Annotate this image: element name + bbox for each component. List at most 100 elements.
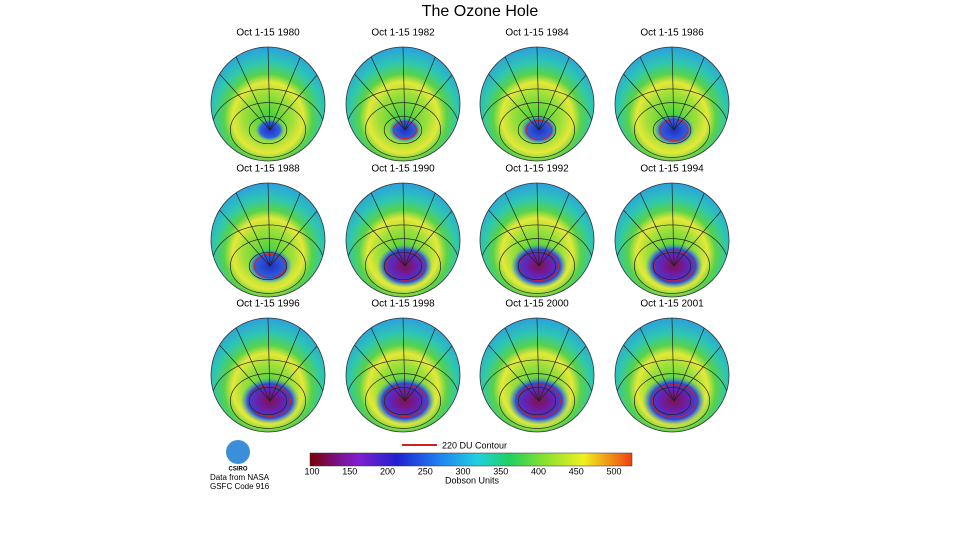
credit-line: GSFC Code 916 [210, 482, 270, 491]
meridian-line [635, 47, 675, 131]
latitude-line [248, 115, 288, 145]
latitude-line [383, 251, 423, 281]
meridian-line [536, 47, 540, 131]
latitude-line [365, 102, 441, 158]
globe-disc [480, 47, 594, 161]
meridian-line [269, 47, 305, 131]
globe [346, 318, 460, 432]
meridian-line [211, 47, 271, 131]
latitude-line [383, 386, 423, 416]
panel-label: Oct 1-15 1994 [640, 164, 704, 175]
latitude-line [230, 373, 306, 429]
logo-text: CSIRO [228, 467, 247, 473]
color-bar-tick: 200 [380, 466, 395, 476]
meridian-line [635, 318, 675, 402]
meridian-line [673, 47, 729, 131]
meridian-line [366, 47, 406, 131]
meridian-line [269, 183, 305, 267]
panel-label: Oct 1-15 1992 [505, 164, 569, 175]
contour [651, 384, 697, 418]
meridian-line [211, 318, 271, 402]
globe [480, 318, 594, 432]
meridian-line [404, 183, 460, 267]
contour [517, 384, 561, 418]
meridian-line [673, 183, 729, 267]
meridian-line [402, 318, 406, 402]
meridian-line [536, 318, 540, 402]
panel-label: Oct 1-15 1982 [371, 28, 435, 39]
globe-outline [345, 182, 461, 298]
color-bar-tick: 500 [606, 466, 621, 476]
meridian-line [671, 318, 675, 402]
meridian-line [366, 183, 406, 267]
latitude-line [652, 251, 692, 281]
color-bar-tick: 400 [531, 466, 546, 476]
meridian-line [615, 183, 675, 267]
meridian-line [480, 318, 540, 402]
meridian-line [500, 47, 540, 131]
meridian-line [538, 47, 574, 131]
meridian-line [671, 47, 675, 131]
globe-outline [345, 317, 461, 433]
meridian-line [231, 47, 271, 131]
latitude-line [517, 386, 557, 416]
latitude-line [652, 115, 692, 145]
color-bar-tick: 150 [342, 466, 357, 476]
meridian-line [402, 183, 406, 267]
meridian-line [366, 318, 406, 402]
meridian-line [267, 318, 271, 402]
globe-outline [345, 46, 461, 162]
globe-outline [210, 182, 326, 298]
meridian-line [231, 183, 271, 267]
panel-label: Oct 1-15 1986 [640, 28, 704, 39]
meridian-line [404, 183, 440, 267]
globe-outline [614, 182, 730, 298]
meridian-line [673, 183, 709, 267]
panel-label: Oct 1-15 1988 [236, 164, 300, 175]
globe-disc [346, 47, 460, 161]
meridian-line [538, 318, 594, 402]
color-bar-tick: 350 [493, 466, 508, 476]
meridian-line [346, 183, 406, 267]
meridian-line [538, 183, 594, 267]
globe [615, 183, 729, 297]
meridian-line [538, 318, 574, 402]
meridian-line [480, 47, 540, 131]
meridian-line [404, 47, 440, 131]
color-bar [309, 452, 633, 467]
latitude-line [499, 238, 575, 294]
globe-outline [479, 46, 595, 162]
globe-outline [210, 317, 326, 433]
meridian-line [673, 318, 709, 402]
globe [346, 47, 460, 161]
meridian-line [269, 318, 325, 402]
meridian-line [267, 47, 271, 131]
color-bar-tick: 300 [455, 466, 470, 476]
globe-outline [479, 182, 595, 298]
panel-label: Oct 1-15 1980 [236, 28, 300, 39]
globe-disc [211, 47, 325, 161]
globe [346, 183, 460, 297]
panel-label: Oct 1-15 1996 [236, 299, 300, 310]
meridian-line [635, 183, 675, 267]
globe [480, 47, 594, 161]
globe-outline [479, 317, 595, 433]
globe [615, 47, 729, 161]
globe [615, 318, 729, 432]
panel-label: Oct 1-15 1984 [505, 28, 569, 39]
unit-label: Dobson Units [445, 475, 500, 485]
meridian-line [671, 183, 675, 267]
panel-label: Oct 1-15 1990 [371, 164, 435, 175]
latitude-line [517, 115, 557, 145]
latitude-line [634, 373, 710, 429]
meridian-line [538, 47, 594, 131]
panel-label: Oct 1-15 2000 [505, 299, 569, 310]
meridian-line [673, 318, 729, 402]
latitude-line [365, 238, 441, 294]
panel-grid: Oct 1-15 1980 Oct 1-15 1982 Oct 1-15 1984 O… [210, 28, 730, 433]
meridian-line [536, 183, 540, 267]
globe-disc [211, 183, 325, 297]
meridian-line [211, 183, 271, 267]
latitude-line [499, 102, 575, 158]
